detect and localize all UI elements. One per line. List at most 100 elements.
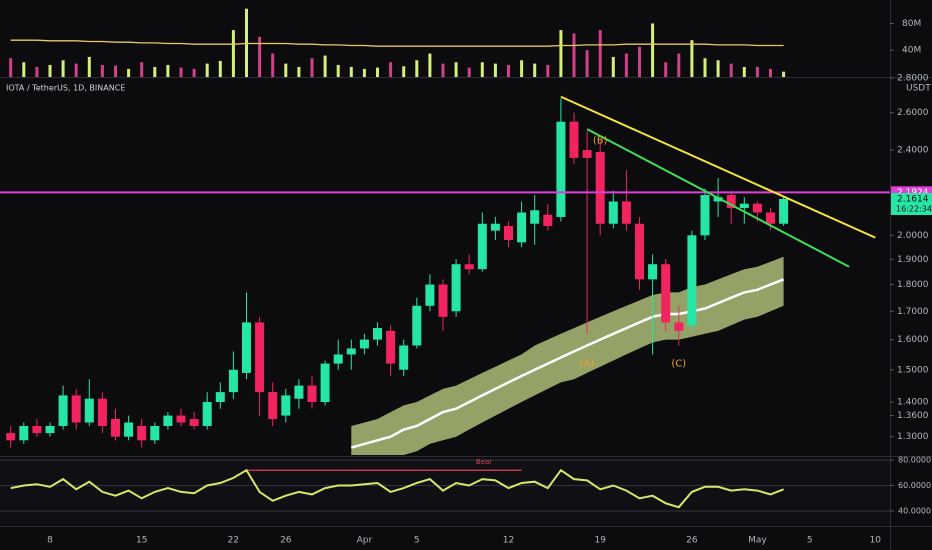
candle-body	[726, 195, 736, 209]
candle-body	[97, 398, 107, 427]
x-tick-label: 5	[807, 536, 813, 546]
candle-body	[294, 385, 304, 399]
volume-bar	[218, 60, 222, 77]
candle-body	[543, 214, 553, 227]
divergence-label: Bear	[476, 458, 492, 466]
candle-body	[58, 395, 68, 427]
y-tick-label: 2.4000	[897, 146, 929, 156]
candle-body	[255, 322, 265, 393]
x-tick-label: 5	[414, 536, 420, 546]
candle-body	[6, 433, 16, 441]
volume-bar	[769, 68, 772, 77]
volume-bar	[205, 63, 209, 77]
y-tick-label: 80.0000	[898, 456, 931, 465]
candle-body	[399, 345, 409, 370]
candle-body	[687, 235, 697, 326]
candle-body	[490, 223, 500, 231]
candle-body	[150, 426, 160, 441]
volume-bar	[192, 68, 196, 77]
y-tick-label: 1.6000	[897, 335, 929, 345]
x-tick-label: 26	[686, 536, 698, 546]
candle-body	[215, 392, 225, 403]
candle-body	[202, 402, 212, 427]
volume-bar	[166, 64, 170, 77]
candle-body	[71, 395, 81, 423]
unit-label: USDT	[906, 84, 931, 94]
candle-body	[268, 392, 278, 420]
volume-bar	[323, 55, 327, 77]
candle-body	[412, 305, 422, 346]
y-tick-label: 2.6000	[897, 108, 929, 118]
volume-bar	[598, 30, 602, 77]
volume-bar	[153, 66, 157, 77]
candle-body	[556, 121, 566, 217]
candle-body	[228, 369, 238, 393]
candle-body	[163, 415, 173, 427]
volume-bar	[362, 68, 366, 77]
volume-bar	[376, 67, 379, 77]
x-tick-label: 15	[136, 536, 147, 546]
volume-bar	[480, 62, 484, 77]
x-tick-label: Apr	[357, 536, 373, 546]
volume-bar	[297, 66, 301, 77]
x-tick-label: 8	[47, 536, 53, 546]
volume-ma	[10, 39, 784, 47]
y-tick-label: 40.0000	[898, 506, 931, 515]
volume-bar	[87, 56, 91, 77]
candle-body	[124, 422, 134, 437]
volume-bar	[585, 50, 589, 77]
volume-bar	[624, 53, 628, 77]
candle-body	[621, 201, 631, 224]
candle-body	[464, 264, 474, 270]
volume-bar	[742, 66, 746, 77]
y-tick-label: 80M	[902, 19, 921, 29]
volume-bar	[114, 65, 117, 77]
volume-bar	[179, 67, 183, 77]
countdown: 16:22:34	[896, 205, 932, 214]
volume-bar	[22, 62, 26, 77]
wave-label: (C)	[671, 359, 686, 370]
candle-body	[320, 363, 330, 403]
candle-body	[438, 284, 448, 317]
volume-bar	[231, 30, 235, 77]
candle-body	[333, 354, 343, 364]
candle-body	[386, 330, 396, 364]
y-tick-label: 2.0000	[897, 231, 929, 241]
candle-body	[569, 121, 579, 158]
volume-bar	[664, 62, 668, 77]
rsi-pane-marks: Bear	[0, 458, 890, 512]
candle-body	[752, 203, 762, 213]
volume-bar	[729, 63, 733, 77]
candle-body	[700, 195, 710, 236]
candle-body	[111, 419, 120, 437]
trendline	[560, 95, 876, 239]
y-tick-label: 40M	[902, 46, 921, 56]
candle-body	[451, 264, 461, 312]
x-tick-label: 19	[594, 536, 606, 546]
level-label: 2.1924	[897, 188, 929, 198]
y-tick-label: 1.5000	[897, 365, 929, 375]
volume-bar	[677, 53, 681, 77]
volume-bar	[402, 66, 406, 77]
trendline	[586, 128, 850, 268]
y-tick-label: 1.4000	[897, 398, 929, 408]
wave-label: (A)	[580, 359, 595, 370]
y-tick-label: 1.9000	[897, 255, 929, 265]
candle-body	[176, 415, 186, 423]
candle-body	[674, 322, 684, 331]
candle-body	[19, 426, 29, 441]
candle-body	[307, 385, 317, 403]
candle-body	[242, 322, 251, 373]
candle-body	[425, 284, 435, 306]
y-tick-label: 1.3600	[897, 411, 929, 421]
volume-bar	[651, 23, 655, 77]
candle-body	[661, 264, 671, 323]
volume-bar	[9, 58, 13, 77]
x-tick-label: 12	[503, 536, 514, 546]
candle-body	[648, 264, 658, 280]
price-label: 2.1614	[897, 195, 929, 205]
volume-bar	[782, 71, 786, 77]
candle-body	[530, 210, 540, 224]
volume-bar	[703, 58, 707, 77]
